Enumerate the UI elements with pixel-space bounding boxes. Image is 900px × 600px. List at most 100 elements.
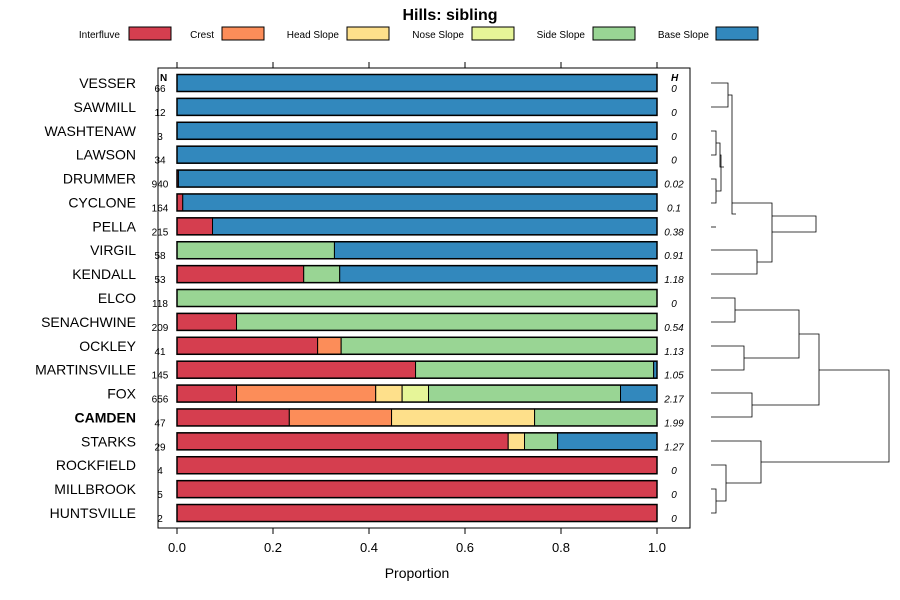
bar-segment-base-slope xyxy=(333,241,658,260)
n-column-header: N xyxy=(160,73,167,84)
soil-label: CAMDEN xyxy=(75,409,136,425)
n-value: 215 xyxy=(152,227,169,238)
row-millbrook: MILLBROOK 5 0 xyxy=(54,479,677,501)
n-value: 12 xyxy=(154,108,166,119)
legend-label: Crest xyxy=(190,30,214,41)
bar-segment-side-slope xyxy=(176,289,658,308)
dendrogram xyxy=(711,82,890,514)
n-value: 5 xyxy=(157,490,163,501)
soil-label: MILLBROOK xyxy=(54,481,136,497)
n-value: 47 xyxy=(154,418,166,429)
bar-segment-interfluve xyxy=(176,265,305,284)
n-value: 3 xyxy=(157,132,163,143)
soil-label: STARKS xyxy=(81,433,136,449)
bar-segment-base-slope xyxy=(176,145,658,164)
soil-label: WASHTENAW xyxy=(44,123,136,139)
legend-swatch xyxy=(592,26,636,41)
row-starks: STARKS 29 1.27 xyxy=(81,432,684,453)
n-value: 209 xyxy=(152,323,169,334)
bar-outline xyxy=(176,360,658,379)
n-value: 2 xyxy=(157,514,163,525)
row-sawmill: SAWMILL 12 0 xyxy=(74,97,677,119)
h-value: 1.99 xyxy=(664,418,684,429)
n-value: 53 xyxy=(154,275,166,286)
legend-label: Base Slope xyxy=(658,30,710,41)
x-axis: 0.0 0.2 0.4 0.6 0.8 1.0 xyxy=(168,62,666,555)
bar-segment-base-slope xyxy=(212,217,658,236)
bar-segment-side-slope xyxy=(524,432,559,451)
h-value: 1.13 xyxy=(664,347,684,358)
dendrogram-branch xyxy=(735,309,800,359)
row-virgil: VIRGIL 58 0.91 xyxy=(90,240,684,262)
bar-segment-base-slope xyxy=(176,74,658,92)
bar-segment-interfluve xyxy=(176,217,214,236)
bar-segment-side-slope xyxy=(534,408,658,427)
bar-segment-base-slope xyxy=(620,384,658,403)
dendrogram-branch xyxy=(711,130,717,156)
soil-label: PELLA xyxy=(92,218,136,234)
bar-segment-interfluve xyxy=(176,432,509,451)
bar-segment-crest xyxy=(317,336,342,355)
bar-outline xyxy=(176,503,658,523)
chart-title: Hills: sibling xyxy=(402,7,497,24)
bar-segment-side-slope xyxy=(415,360,655,379)
dendrogram-branch xyxy=(711,178,717,204)
dendrogram-branch xyxy=(711,488,717,514)
bar-segment-interfluve xyxy=(176,312,238,331)
row-ockley: OCKLEY 41 1.13 xyxy=(79,336,684,358)
legend-swatch xyxy=(346,26,390,41)
h-value: 0.91 xyxy=(664,251,683,262)
n-value: 29 xyxy=(154,442,166,453)
row-martinsville: MARTINSVILLE 145 1.05 xyxy=(35,360,684,382)
dendrogram-branch xyxy=(728,94,736,215)
n-value: 145 xyxy=(152,371,169,382)
bar-segment-interfluve xyxy=(176,504,658,523)
x-tick-label: 0.6 xyxy=(456,540,474,555)
bar-segment-interfluve xyxy=(176,193,184,212)
soil-label: ELCO xyxy=(98,290,136,306)
bar-outline xyxy=(176,455,658,475)
bar-outline xyxy=(176,384,658,403)
x-axis-label: Proportion xyxy=(385,565,450,581)
bar-outline xyxy=(176,97,658,117)
h-value: 0.54 xyxy=(664,323,684,334)
legend-label: Nose Slope xyxy=(412,30,464,41)
x-tick-label: 0.4 xyxy=(360,540,378,555)
h-value: 0 xyxy=(671,299,677,310)
soil-label: ROCKFIELD xyxy=(56,457,136,473)
dendrogram-branch xyxy=(732,202,773,263)
soil-label: LAWSON xyxy=(76,147,136,163)
h-value: 0 xyxy=(671,514,677,525)
bar-outline xyxy=(176,169,658,188)
row-rockfield: ROCKFIELD 4 0 xyxy=(56,455,677,477)
n-value: 66 xyxy=(154,84,166,95)
bar-segment-interfluve xyxy=(176,360,417,379)
n-value: 164 xyxy=(152,203,169,214)
x-tick-label: 0.0 xyxy=(168,540,186,555)
bar-outline xyxy=(176,217,658,236)
soil-label: OCKLEY xyxy=(79,338,136,354)
dendrogram-branch xyxy=(711,392,753,418)
dendrogram-branch xyxy=(711,82,729,108)
dendrogram-branch xyxy=(752,333,820,406)
row-kendall: KENDALL 53 1.18 xyxy=(72,264,684,286)
bar-segment-side-slope xyxy=(340,336,658,355)
bar-segment-side-slope xyxy=(176,241,335,260)
bar-segment-interfluve xyxy=(176,456,658,475)
x-tick-label: 0.8 xyxy=(552,540,570,555)
legend-swatch xyxy=(715,26,759,41)
n-value: 58 xyxy=(154,251,166,262)
h-value: 0 xyxy=(671,466,677,477)
soil-label: KENDALL xyxy=(72,266,136,282)
legend: Interfluve Crest Head Slope Nose Slope Side … xyxy=(79,26,759,41)
x-tick-label: 1.0 xyxy=(648,540,666,555)
bar-outline xyxy=(176,240,658,260)
h-value: 0.38 xyxy=(664,227,684,238)
legend-label: Head Slope xyxy=(287,30,340,41)
bar-segment-interfluve xyxy=(176,408,290,427)
bar-outline xyxy=(176,312,658,332)
dendrogram-branch xyxy=(711,345,745,371)
soil-label: DRUMMER xyxy=(63,171,136,187)
row-vesser: VESSER 66 0 xyxy=(79,73,677,95)
n-value: 940 xyxy=(152,180,169,191)
